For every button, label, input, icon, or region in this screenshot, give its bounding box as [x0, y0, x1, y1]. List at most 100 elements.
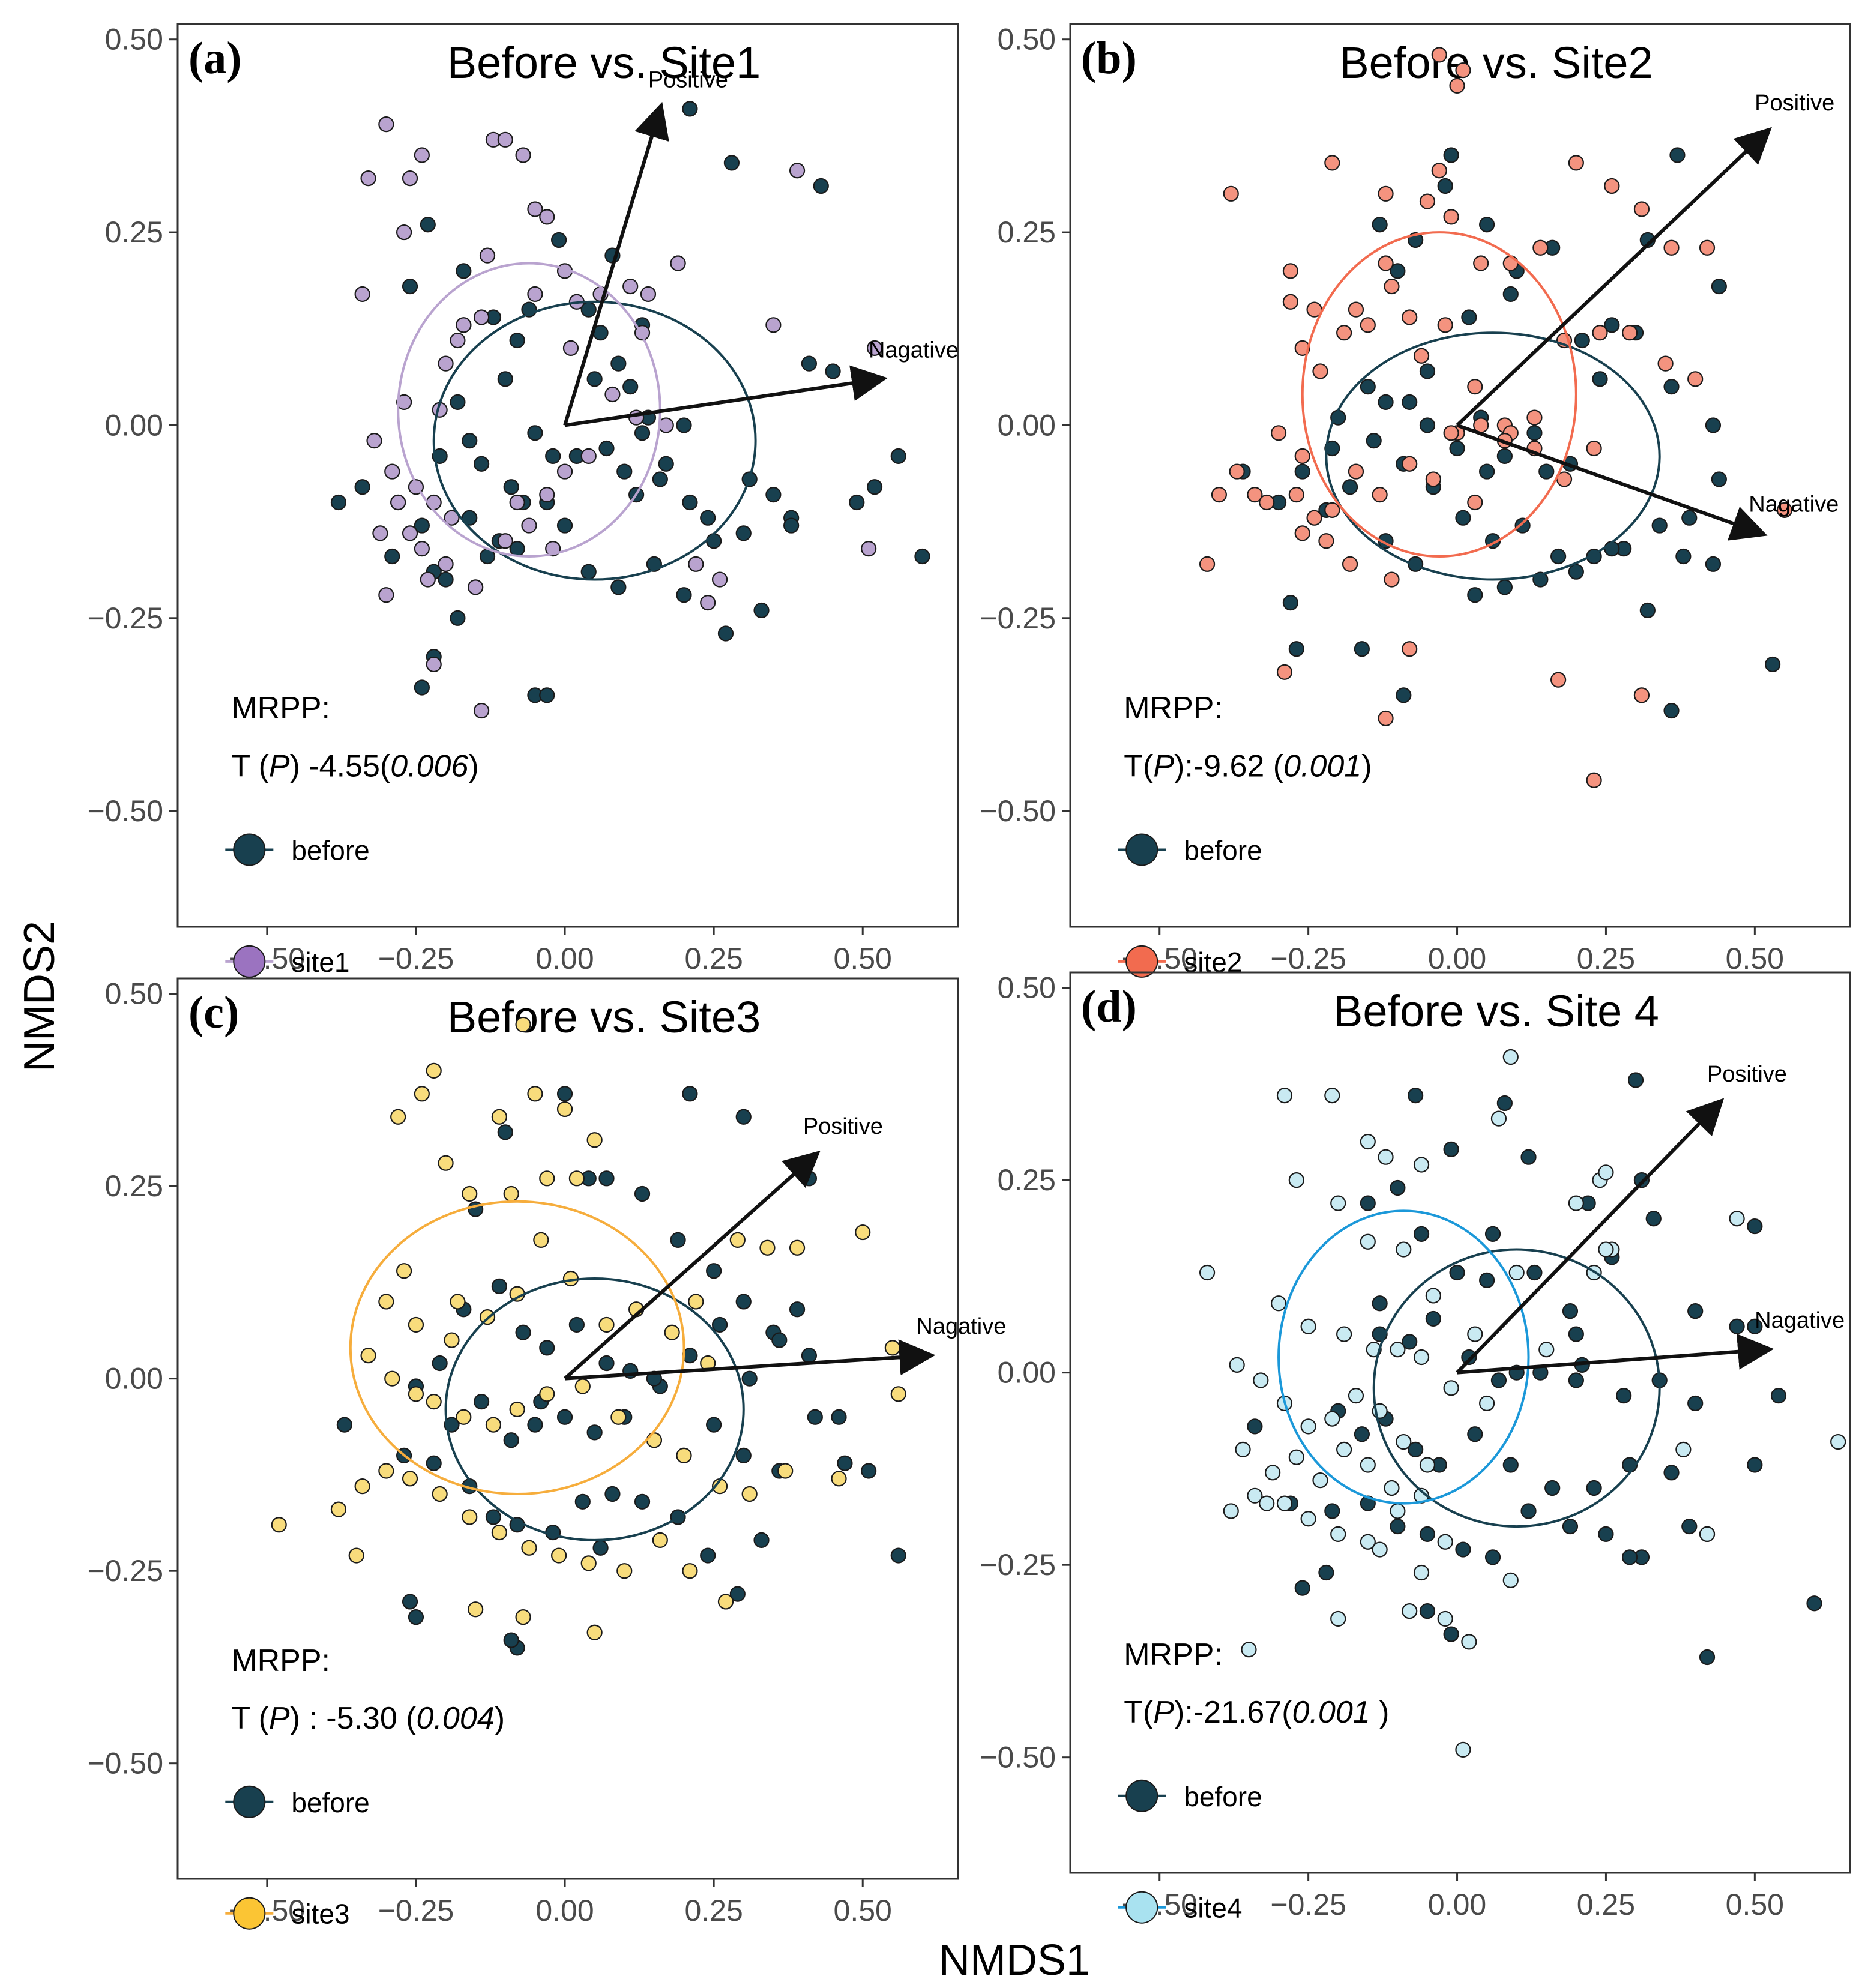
- before-point: [1324, 1503, 1340, 1519]
- mrpp-p: P: [269, 1701, 290, 1736]
- site2-point: [1443, 209, 1459, 225]
- legend-swatch-site3: [233, 1897, 266, 1930]
- site4-point: [1223, 1503, 1239, 1519]
- before-point: [658, 456, 674, 472]
- site4-point: [1396, 1433, 1412, 1450]
- x-tick-label: 0.50: [834, 942, 892, 975]
- site3-point: [426, 1394, 442, 1410]
- before-point: [456, 263, 472, 279]
- before-point: [1770, 1388, 1787, 1404]
- site2-point: [1360, 317, 1376, 333]
- mrpp-mid: ):-21.67(: [1174, 1695, 1292, 1730]
- before-point: [1681, 1518, 1698, 1535]
- site1-point: [711, 571, 728, 588]
- before-point: [497, 371, 513, 387]
- panel-4: 0.500.250.00−0.25−0.50−0.50 −0.25 0.00 0.25…: [980, 971, 1851, 1924]
- site3-point: [568, 1170, 585, 1187]
- site4-point: [1276, 1088, 1293, 1104]
- site4-point: [1312, 1472, 1328, 1489]
- before-point: [1449, 440, 1465, 457]
- site1-point: [622, 278, 639, 295]
- legend-swatch-site2: [1125, 945, 1158, 978]
- y-tick-label: −0.25: [980, 1548, 1056, 1582]
- before-point: [1479, 463, 1495, 480]
- site4-point: [1378, 1149, 1394, 1165]
- site4-point: [1538, 1342, 1555, 1358]
- site3-point: [330, 1501, 347, 1517]
- site2-point: [1229, 463, 1245, 480]
- site2-point: [1294, 525, 1310, 541]
- x-tick-label: −0.25: [1270, 1888, 1346, 1921]
- before-point: [432, 1355, 448, 1372]
- site1-point: [414, 541, 430, 557]
- y-tick-label: −0.25: [87, 601, 163, 635]
- site4-point: [1402, 1603, 1418, 1619]
- panel-label: (a): [188, 33, 242, 83]
- site2-point: [1663, 239, 1680, 256]
- before-point: [1705, 556, 1722, 572]
- legend-swatch-site1: [233, 945, 266, 978]
- y-tick-label: −0.50: [980, 1741, 1056, 1774]
- before-point: [723, 155, 740, 171]
- y-tick-label: 0.00: [998, 408, 1056, 442]
- before-point: [1354, 1426, 1370, 1442]
- before-point: [426, 1455, 442, 1471]
- site3-ellipse: [349, 1200, 685, 1495]
- site3-point: [533, 1232, 549, 1248]
- mrpp-prefix: T (: [231, 749, 269, 783]
- before-point: [485, 1509, 502, 1525]
- site2-point: [1288, 487, 1304, 503]
- site2-point: [1526, 409, 1543, 426]
- site2-point: [1419, 193, 1436, 209]
- before-point: [539, 1340, 555, 1356]
- site3-point: [616, 1563, 633, 1579]
- before-point: [1372, 1295, 1388, 1312]
- plot-frame: [176, 977, 959, 1880]
- site4-point: [1330, 1526, 1346, 1542]
- site3-point: [789, 1239, 806, 1256]
- arrow-label: Nagative: [1755, 1308, 1845, 1333]
- before-ellipse: [1325, 331, 1661, 581]
- site2-point: [1467, 379, 1483, 395]
- site1-point: [468, 579, 484, 595]
- before-point: [420, 217, 436, 233]
- site3-point: [527, 1086, 543, 1102]
- before-point: [354, 479, 370, 495]
- site4-point: [1729, 1211, 1745, 1227]
- site4-point: [1360, 1534, 1376, 1550]
- before-point: [1288, 641, 1304, 657]
- before-point: [497, 1124, 513, 1140]
- before-point: [1747, 1318, 1763, 1334]
- plot-area: [330, 101, 930, 719]
- before-point: [1711, 278, 1727, 295]
- site4-point: [1502, 1572, 1519, 1588]
- before-point: [1360, 1195, 1376, 1211]
- before-ellipse: [444, 1277, 745, 1541]
- x-tick-label: −0.25: [1270, 942, 1346, 975]
- site3-point: [485, 1417, 502, 1433]
- before-point: [527, 425, 543, 441]
- mrpp-title: MRPP:: [231, 1643, 330, 1678]
- before-point: [1526, 1264, 1543, 1281]
- site4-point: [1324, 1411, 1340, 1427]
- panel-title: Before vs. Site2: [1339, 38, 1653, 88]
- site2-point: [1473, 255, 1489, 271]
- before-point: [1586, 1480, 1602, 1496]
- x-tick-label: 0.25: [1577, 1888, 1635, 1921]
- before-point: [634, 425, 651, 441]
- panel-2: 0.500.250.00−0.25−0.50−0.50 −0.25 0.00 0.25…: [980, 23, 1851, 978]
- site4-point: [1300, 1511, 1316, 1527]
- before-point: [1402, 394, 1418, 410]
- before-point: [474, 1394, 490, 1410]
- site3-point: [360, 1348, 376, 1364]
- before-point: [474, 456, 490, 472]
- before-point: [1747, 1218, 1763, 1235]
- site3-point: [539, 1386, 555, 1402]
- site4-point: [1598, 1241, 1614, 1258]
- site1-point: [426, 656, 442, 673]
- site2-point: [1633, 687, 1650, 703]
- before-point: [1318, 1564, 1334, 1581]
- site3-point: [348, 1547, 364, 1564]
- legend-swatch-before: [233, 1785, 266, 1818]
- site1-point: [866, 340, 883, 356]
